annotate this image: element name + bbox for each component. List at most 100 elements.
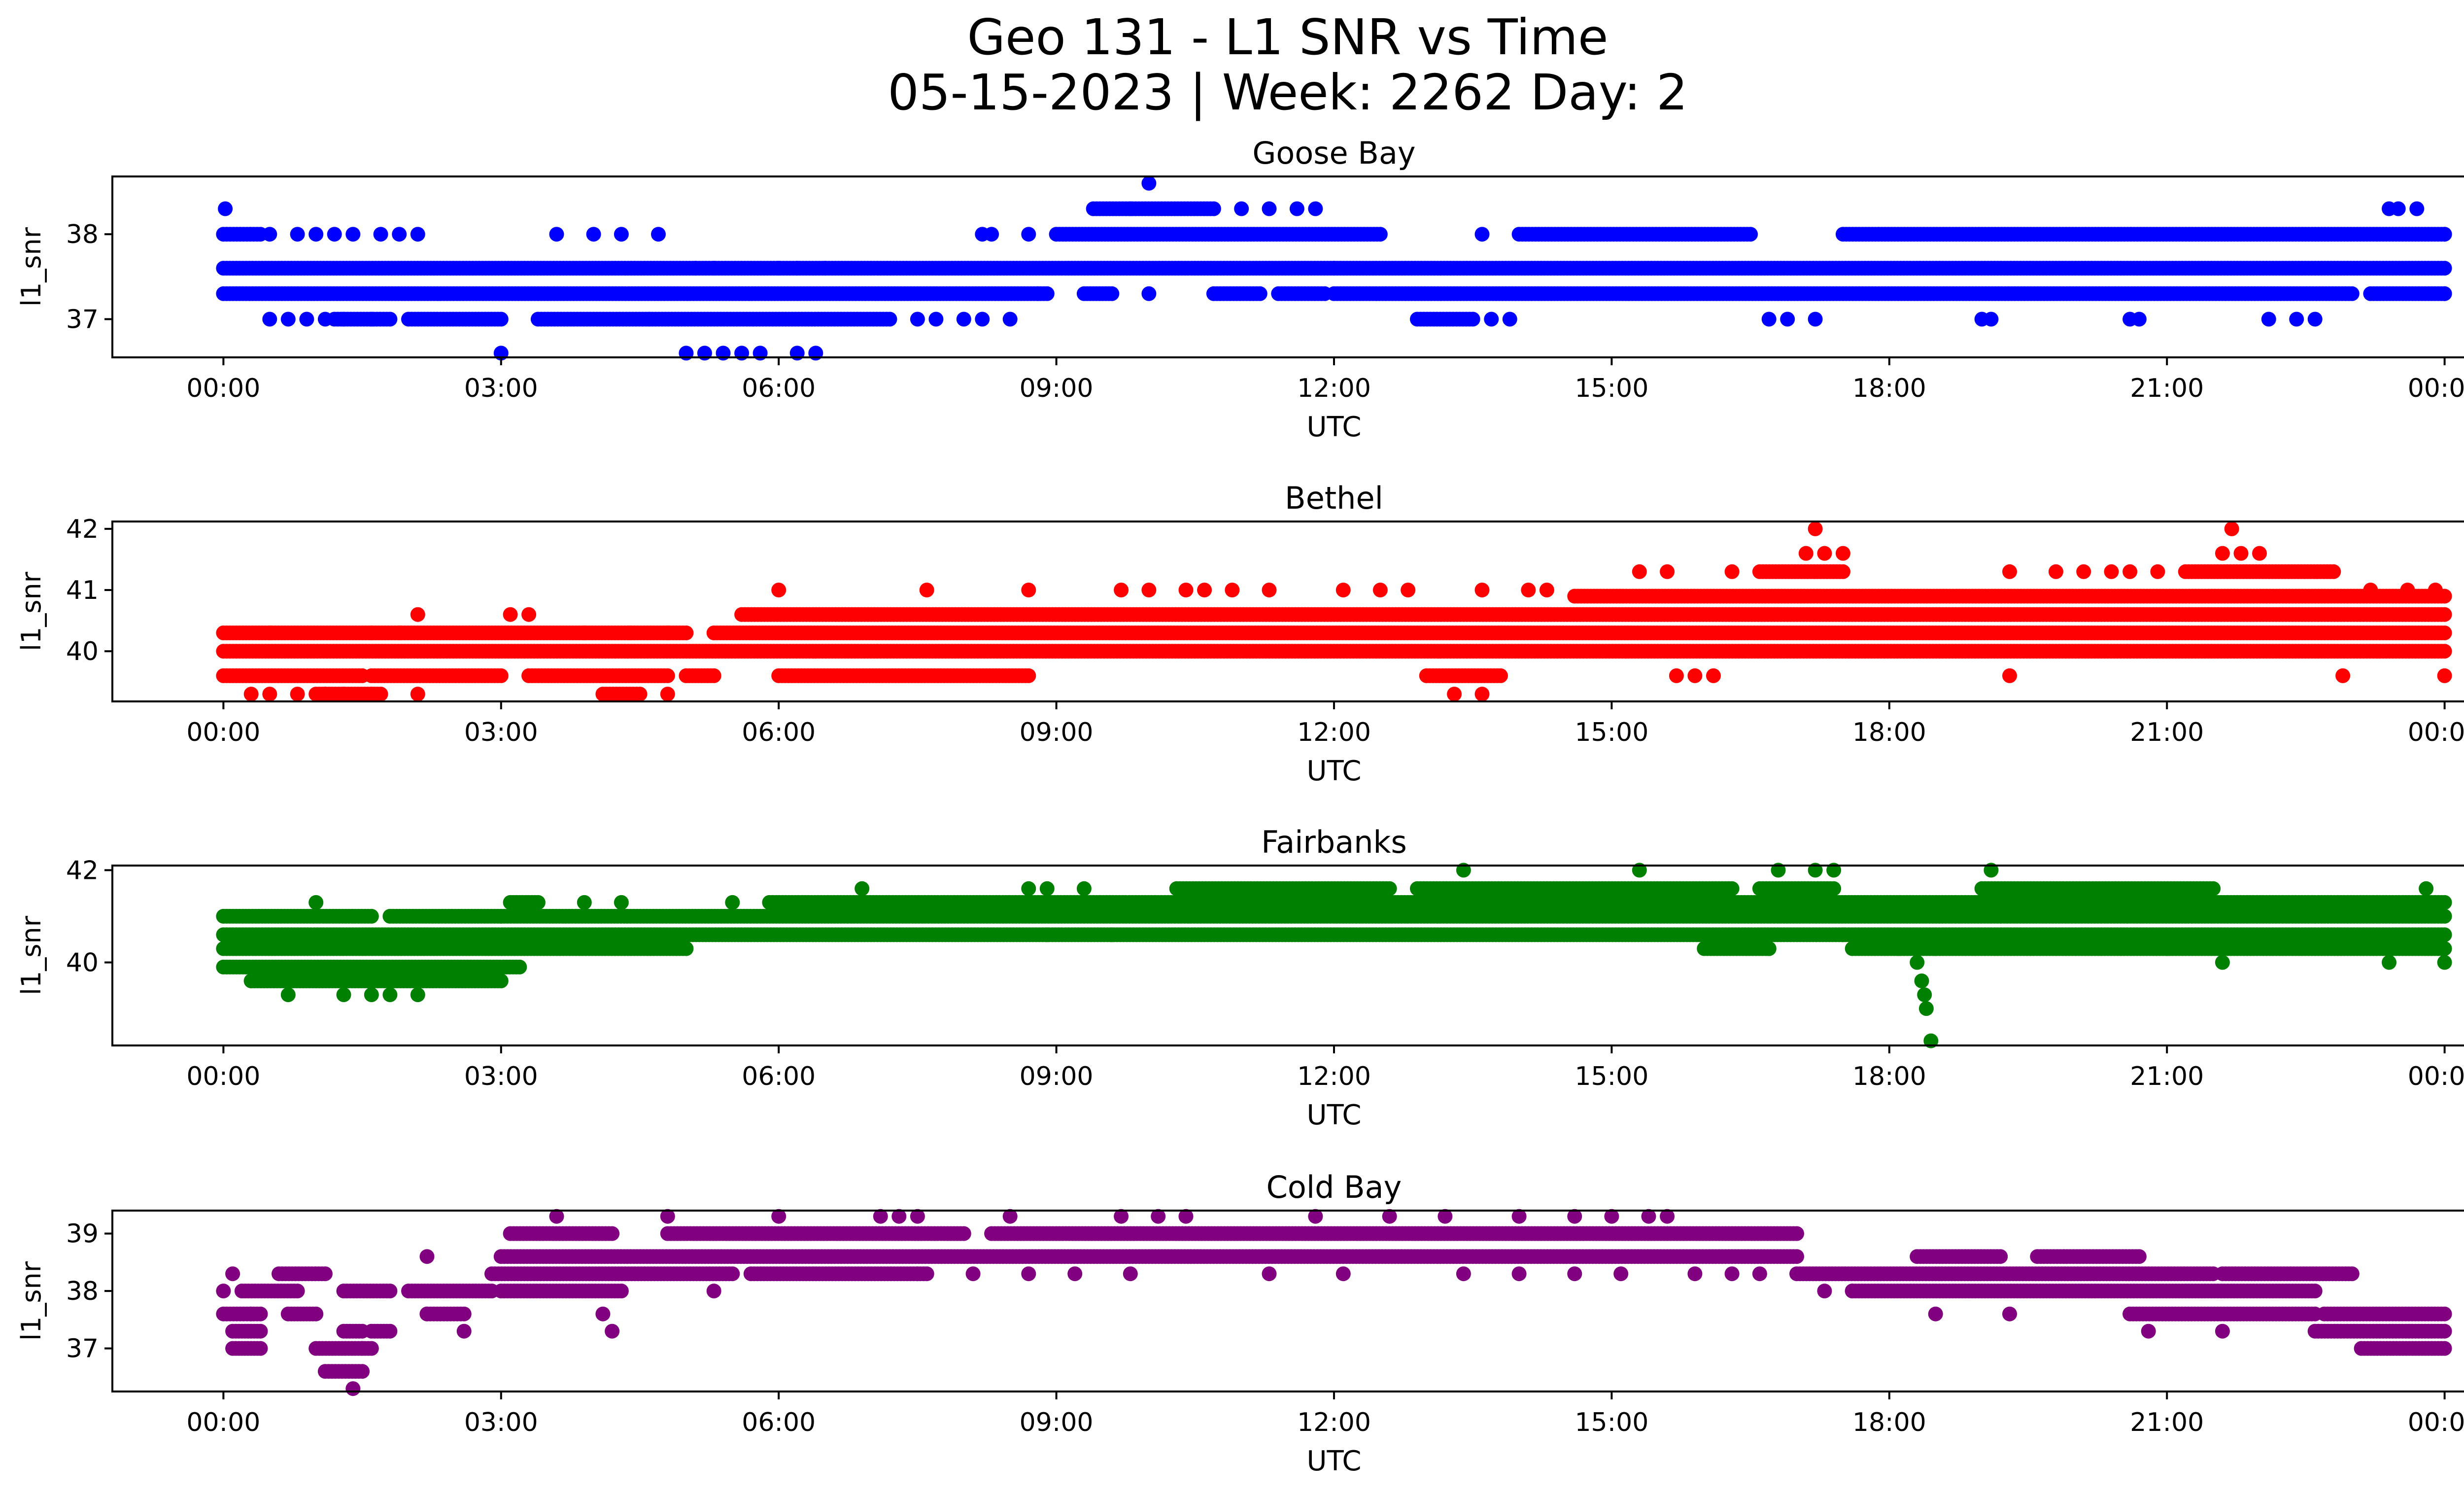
data-point bbox=[956, 312, 971, 327]
data-point bbox=[317, 312, 333, 327]
data-point bbox=[503, 607, 518, 622]
data-point bbox=[984, 227, 999, 242]
data-point bbox=[1521, 583, 1536, 597]
data-point bbox=[2344, 286, 2360, 301]
x-tick-label: 00:00 bbox=[2408, 718, 2464, 747]
data-point bbox=[1724, 564, 1740, 579]
data-point bbox=[1021, 227, 1036, 242]
data-point bbox=[1252, 286, 1267, 301]
data-point bbox=[614, 227, 629, 242]
data-point bbox=[1743, 227, 1758, 242]
data-point bbox=[2428, 583, 2443, 597]
data-point bbox=[1262, 201, 1277, 216]
data-point bbox=[382, 312, 398, 327]
data-point bbox=[218, 201, 233, 216]
data-point bbox=[262, 687, 277, 702]
data-point bbox=[2437, 668, 2452, 683]
data-point bbox=[1808, 312, 1823, 327]
data-point bbox=[2400, 583, 2415, 597]
data-point bbox=[1234, 201, 1249, 216]
data-point bbox=[290, 687, 305, 702]
data-point bbox=[910, 312, 925, 327]
data-point bbox=[882, 312, 897, 327]
data-point bbox=[280, 312, 296, 327]
data-point bbox=[1687, 668, 1703, 683]
x-tick-label: 06:00 bbox=[742, 374, 816, 403]
data-point bbox=[392, 227, 407, 242]
data-point bbox=[1104, 286, 1120, 301]
x-tick-label: 00:00 bbox=[186, 374, 260, 403]
data-point bbox=[2122, 564, 2138, 579]
data-point bbox=[1030, 286, 1045, 301]
x-tick-label: 03:00 bbox=[464, 374, 538, 403]
data-point bbox=[1780, 312, 1795, 327]
data-point bbox=[2335, 668, 2351, 683]
x-tick-label: 03:00 bbox=[464, 718, 538, 747]
data-point bbox=[364, 626, 379, 640]
data-point bbox=[1660, 564, 1675, 579]
data-point bbox=[928, 312, 944, 327]
data-point bbox=[364, 312, 379, 327]
data-point bbox=[1021, 583, 1036, 597]
data-point bbox=[1327, 261, 1341, 276]
data-point bbox=[549, 227, 564, 242]
data-point bbox=[336, 312, 351, 327]
data-point bbox=[410, 687, 425, 702]
data-point bbox=[2076, 564, 2091, 579]
data-point bbox=[345, 227, 361, 242]
data-point bbox=[1308, 201, 1323, 216]
data-point bbox=[2409, 201, 2425, 216]
data-point bbox=[1289, 201, 1304, 216]
data-point bbox=[2437, 227, 2452, 242]
data-point bbox=[651, 227, 666, 242]
data-point bbox=[1206, 201, 1221, 216]
x-tick-label: 12:00 bbox=[1297, 374, 1371, 403]
data-point bbox=[2002, 668, 2017, 683]
data-point bbox=[392, 626, 407, 640]
data-point bbox=[2224, 521, 2239, 536]
data-point bbox=[1669, 668, 1684, 683]
x-tick-label: 09:00 bbox=[1020, 718, 1094, 747]
data-point bbox=[317, 687, 333, 702]
figure-title-line-1: Geo 131 - L1 SNR vs Time bbox=[967, 8, 1608, 66]
data-point bbox=[2131, 312, 2147, 327]
data-point bbox=[327, 227, 342, 242]
data-point bbox=[771, 261, 787, 276]
data-point bbox=[1002, 312, 1018, 327]
data-point bbox=[2437, 607, 2452, 622]
data-point bbox=[2002, 564, 2017, 579]
data-point bbox=[1493, 668, 1508, 683]
panel-title: Fairbanks bbox=[1261, 824, 1407, 860]
x-tick-label: 21:00 bbox=[2130, 374, 2204, 403]
data-point bbox=[2215, 546, 2230, 561]
data-point bbox=[410, 607, 425, 622]
data-point bbox=[1706, 668, 1721, 683]
series-points bbox=[216, 863, 2452, 1048]
data-point bbox=[789, 261, 805, 276]
data-point bbox=[262, 227, 277, 242]
data-point bbox=[2150, 564, 2165, 579]
data-point bbox=[364, 687, 379, 702]
y-tick-label: 38 bbox=[66, 220, 99, 249]
data-point bbox=[2252, 546, 2267, 561]
data-point bbox=[1474, 227, 1490, 242]
data-point bbox=[2363, 583, 2378, 597]
y-tick-label: 42 bbox=[66, 515, 99, 544]
data-point bbox=[290, 227, 305, 242]
data-point bbox=[632, 687, 648, 702]
x-tick-label: 00:00 bbox=[2408, 374, 2464, 403]
data-point bbox=[1835, 564, 1850, 579]
data-point bbox=[1808, 521, 1823, 536]
x-tick-label: 15:00 bbox=[1574, 718, 1648, 747]
data-point bbox=[1502, 312, 1517, 327]
data-point bbox=[2048, 564, 2063, 579]
data-point bbox=[299, 312, 314, 327]
data-point bbox=[660, 626, 675, 640]
data-point bbox=[493, 668, 509, 683]
data-point bbox=[706, 261, 721, 276]
data-point bbox=[2104, 564, 2119, 579]
series-points bbox=[216, 175, 2452, 361]
data-point bbox=[1178, 583, 1194, 597]
